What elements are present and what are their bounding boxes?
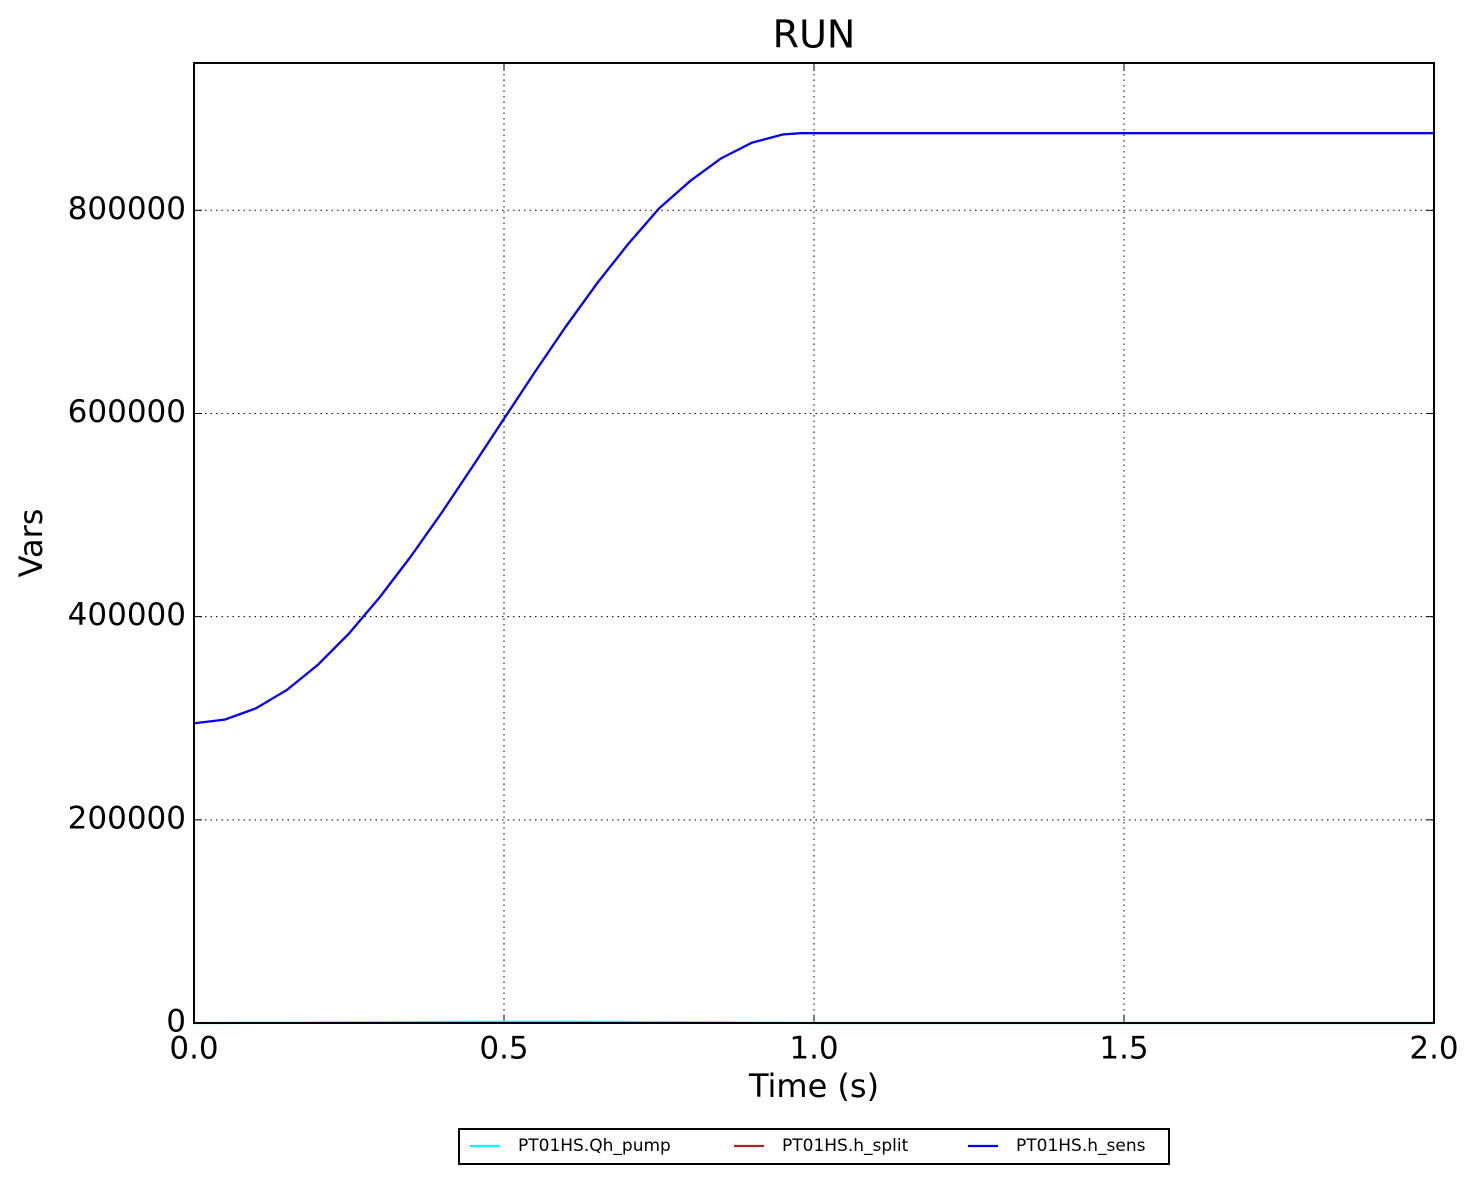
x-tick-label: 1.5 — [1099, 1031, 1148, 1067]
x-tick-label: 2.0 — [1409, 1031, 1458, 1067]
series-line — [193, 132, 1434, 725]
x-tick-label: 1.0 — [789, 1031, 838, 1067]
y-axis-label: Vars — [12, 509, 50, 578]
legend: PT01HS.Qh_pump PT01HS.h_split PT01HS.h_sen… — [458, 1128, 1170, 1165]
legend-label: PT01HS.h_sens — [1016, 1136, 1146, 1156]
y-tick-label: 600000 — [68, 394, 186, 430]
legend-label: PT01HS.Qh_pump — [518, 1136, 671, 1156]
plot-frame — [193, 62, 1435, 1024]
chart-title: RUN — [773, 13, 856, 57]
legend-box — [458, 1128, 1170, 1165]
x-tick-label: 0.0 — [169, 1031, 218, 1067]
y-tick-label: 400000 — [68, 597, 186, 633]
y-tick-label: 0 — [166, 1004, 186, 1040]
x-tick-label: 0.5 — [479, 1031, 528, 1067]
legend-label: PT01HS.h_split — [782, 1136, 909, 1156]
x-axis-label: Time (s) — [748, 1067, 879, 1105]
y-tick-label: 200000 — [68, 800, 186, 836]
y-tick-label: 800000 — [68, 191, 186, 227]
